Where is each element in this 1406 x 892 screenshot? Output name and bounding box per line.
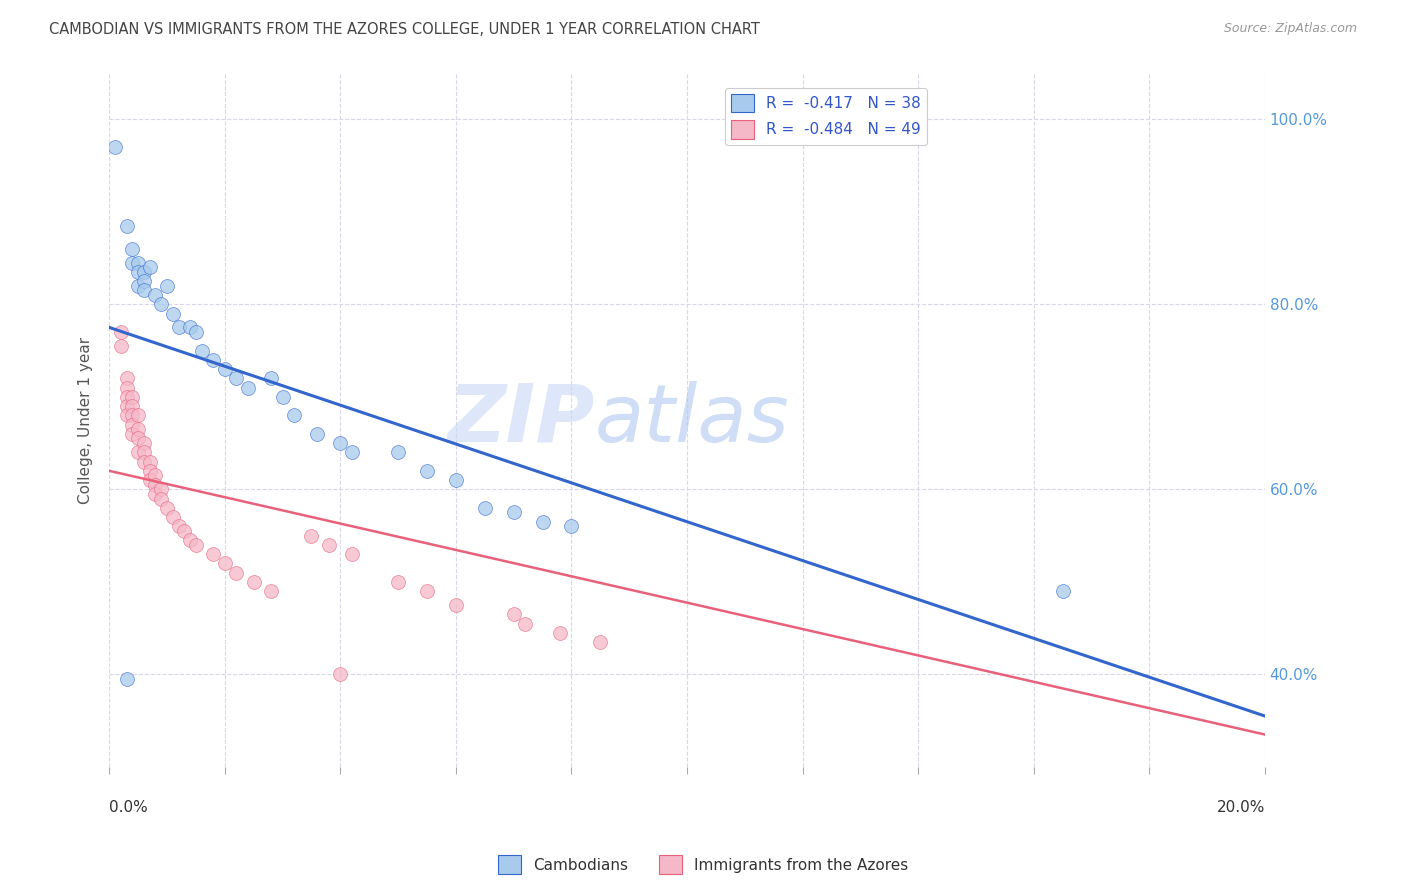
Point [340,445,363,459]
Point [329,667,352,681]
Point [150,483,173,497]
Point [132,274,155,288]
Point [121,399,143,413]
Point [179,533,201,548]
Point [121,409,143,423]
Point [502,607,524,622]
Point [329,436,352,450]
Text: Source: ZipAtlas.com: Source: ZipAtlas.com [1223,22,1357,36]
Point [110,339,132,353]
Point [1052,584,1074,599]
Point [145,487,167,501]
Point [150,491,173,506]
Point [121,417,143,432]
Point [145,468,167,483]
Point [179,320,201,334]
Point [138,473,160,487]
Point [127,255,149,269]
Point [138,260,160,275]
Point [260,371,283,385]
Point [173,524,195,538]
Point [121,242,143,256]
Point [444,473,467,487]
Point [444,598,467,612]
Point [283,409,305,423]
Point [121,426,143,441]
Point [184,325,207,339]
Point [202,547,225,561]
Point [271,390,294,404]
Point [127,409,149,423]
Point [515,616,537,631]
Point [190,343,212,358]
Point [307,426,329,441]
Point [548,625,571,640]
Point [560,519,582,533]
Point [589,635,612,649]
Point [167,519,190,533]
Point [387,445,409,459]
Text: ZIP: ZIP [447,381,595,459]
Point [416,464,439,478]
Point [301,528,323,542]
Point [132,265,155,279]
Point [225,371,247,385]
Point [167,320,190,334]
Point [225,566,247,580]
Point [416,584,439,599]
Point [115,409,138,423]
Legend: R =  -0.417   N = 38, R =  -0.484   N = 49: R = -0.417 N = 38, R = -0.484 N = 49 [724,87,927,145]
Point [115,380,138,394]
Point [242,574,264,589]
Point [121,390,143,404]
Point [132,436,155,450]
Point [162,510,184,524]
Point [132,454,155,468]
Point [531,515,554,529]
Point [202,352,225,367]
Point [156,500,179,515]
Point [115,672,138,686]
Point [236,380,259,394]
Point [115,390,138,404]
Point [340,547,363,561]
Point [127,432,149,446]
Point [145,288,167,302]
Text: 20.0%: 20.0% [1216,800,1265,815]
Point [127,445,149,459]
Point [162,307,184,321]
Point [115,219,138,233]
Y-axis label: College, Under 1 year: College, Under 1 year [79,336,93,503]
Point [214,557,236,571]
Point [104,140,127,154]
Text: CAMBODIAN VS IMMIGRANTS FROM THE AZORES COLLEGE, UNDER 1 YEAR CORRELATION CHART: CAMBODIAN VS IMMIGRANTS FROM THE AZORES … [49,22,761,37]
Point [115,371,138,385]
Point [127,265,149,279]
Point [127,422,149,436]
Point [156,278,179,293]
Point [474,500,496,515]
Point [132,445,155,459]
Point [132,284,155,298]
Point [184,538,207,552]
Point [318,538,340,552]
Point [138,464,160,478]
Point [110,325,132,339]
Point [138,454,160,468]
Point [145,477,167,491]
Text: 0.0%: 0.0% [110,800,148,815]
Point [115,399,138,413]
Point [127,278,149,293]
Point [214,362,236,376]
Point [502,506,524,520]
Point [150,297,173,311]
Point [387,574,409,589]
Point [121,255,143,269]
Point [260,584,283,599]
Legend: Cambodians, Immigrants from the Azores: Cambodians, Immigrants from the Azores [492,849,914,880]
Text: atlas: atlas [595,381,789,459]
